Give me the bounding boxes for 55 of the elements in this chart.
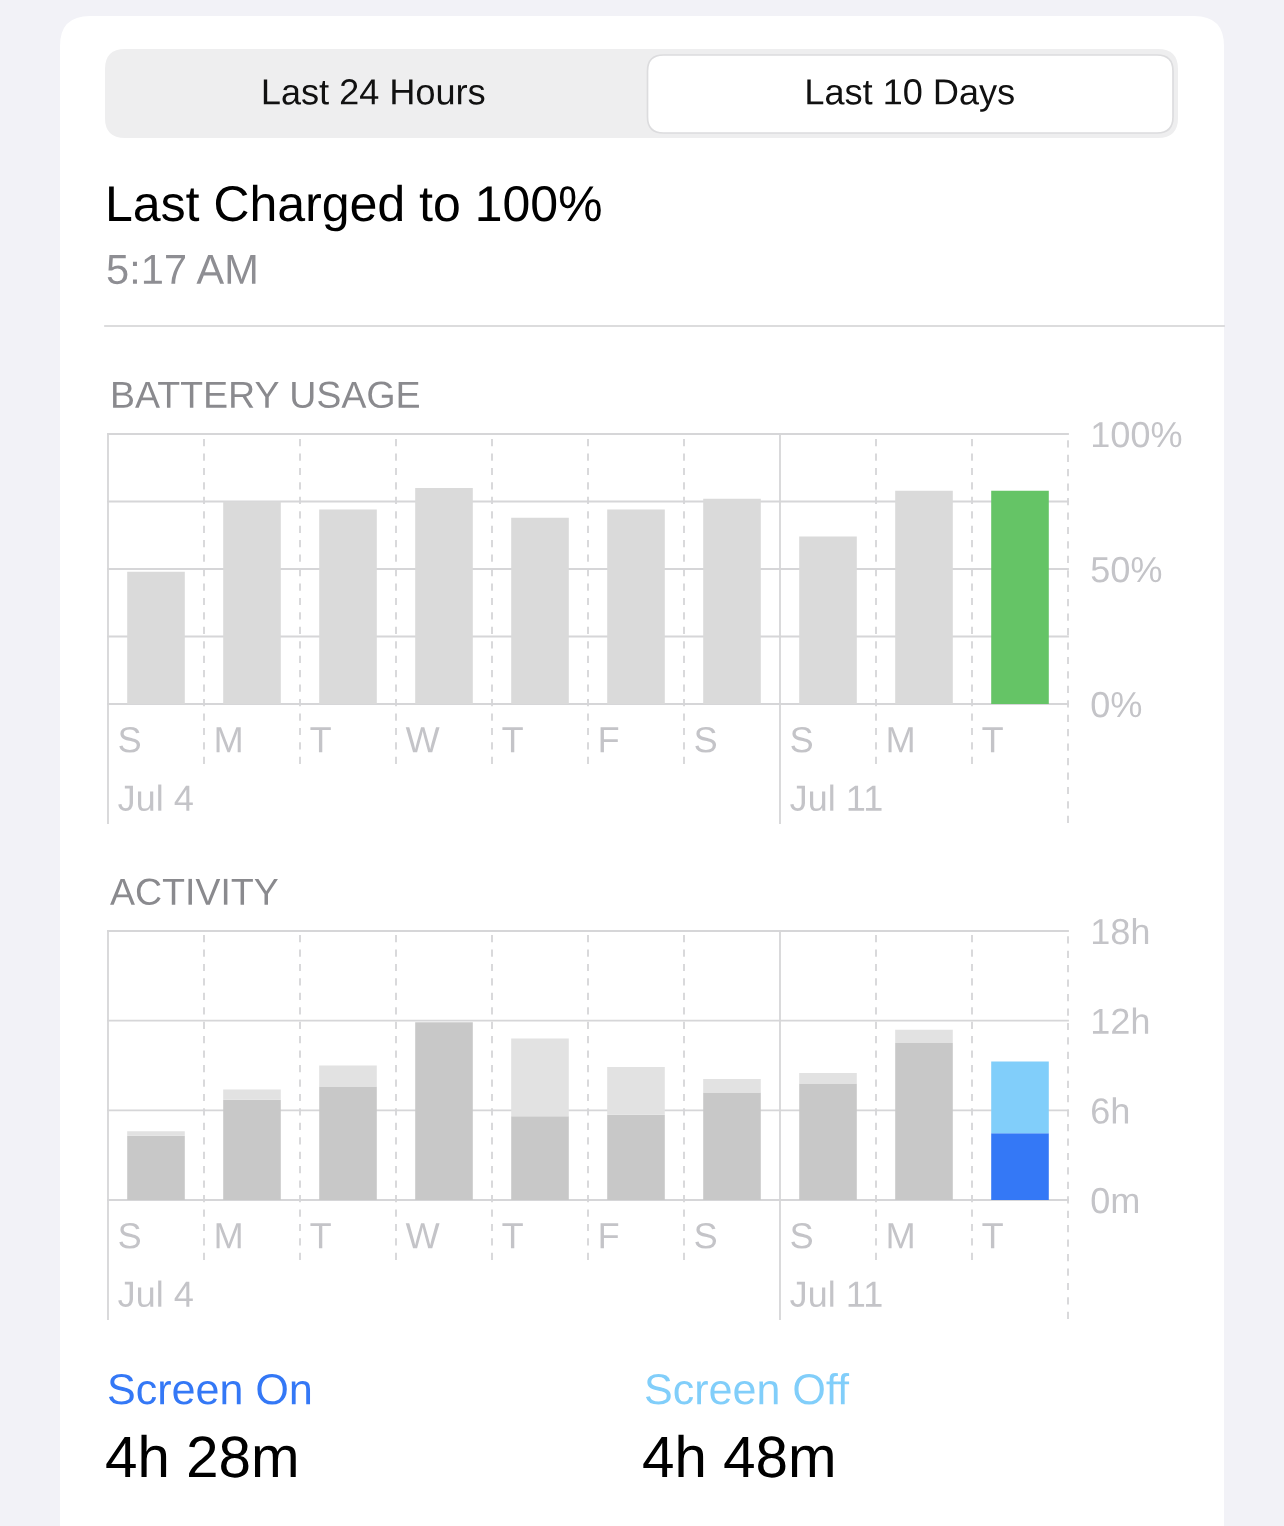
y-tick-label: 0% [1091,691,1142,718]
text: 4h 28m [106,1434,296,1478]
text: Last 24 Hours [263,79,485,105]
text: 5:17 AM [107,255,256,285]
bar [703,1078,761,1093]
y-tick-label: 6h [1092,1097,1129,1124]
y-tick-label: 100% [1092,421,1182,448]
text: Screen Off [645,1372,850,1405]
x-tick-label: T [502,1223,523,1249]
bar [319,1086,377,1200]
x-tick-label: F [600,1223,619,1249]
bar [703,1092,761,1200]
text: Screen On [108,1374,311,1405]
x-tick-label: T [502,727,523,753]
chart-title: BATTERY USAGE [113,381,419,409]
x-tick-label: M [216,1223,241,1249]
bar [799,1072,857,1084]
bar [127,1131,185,1136]
y-tick-label: 0m [1091,1187,1138,1214]
x-tick-label: S [695,1222,717,1249]
bar [223,1089,281,1100]
x-tick-label: T [310,727,331,753]
x-tick-label: M [888,727,913,753]
bar [895,1043,953,1200]
bar [223,1099,281,1200]
x-tick-label: M [888,1223,913,1249]
text: Last 10 Days [807,79,1014,112]
x-tick-label: S [695,726,717,753]
x-tick-label: S Jul 11 [790,1222,882,1308]
bar [607,1114,665,1200]
x-tick-label: S Jul 4 [118,726,193,812]
y-tick-label: 50% [1091,556,1162,583]
y-tick-label: 18h [1092,917,1149,945]
bar [991,1061,1049,1134]
text: 4h 48m [643,1434,833,1478]
x-tick-label: W [405,1223,440,1249]
bar [127,1135,185,1200]
x-tick-label: S Jul 11 [790,726,882,812]
bar [991,1133,1049,1200]
x-tick-label: T [310,1223,331,1249]
x-tick-label: T [982,1223,1003,1249]
x-tick-label: S Jul 4 [118,1222,193,1308]
bar [415,1022,473,1200]
chart-title: ACTIVITY [110,878,278,906]
x-tick-label: T [982,727,1003,753]
x-tick-label: M [216,727,241,753]
bar [895,1029,953,1044]
bar [319,1065,377,1087]
x-tick-label: F [600,727,619,753]
bar [799,1083,857,1200]
y-tick-label: 12h [1092,1007,1149,1034]
text: Last Charged to 100% [109,184,601,232]
bar [991,490,1049,704]
x-tick-label: W [405,727,440,753]
bar [511,1116,569,1200]
